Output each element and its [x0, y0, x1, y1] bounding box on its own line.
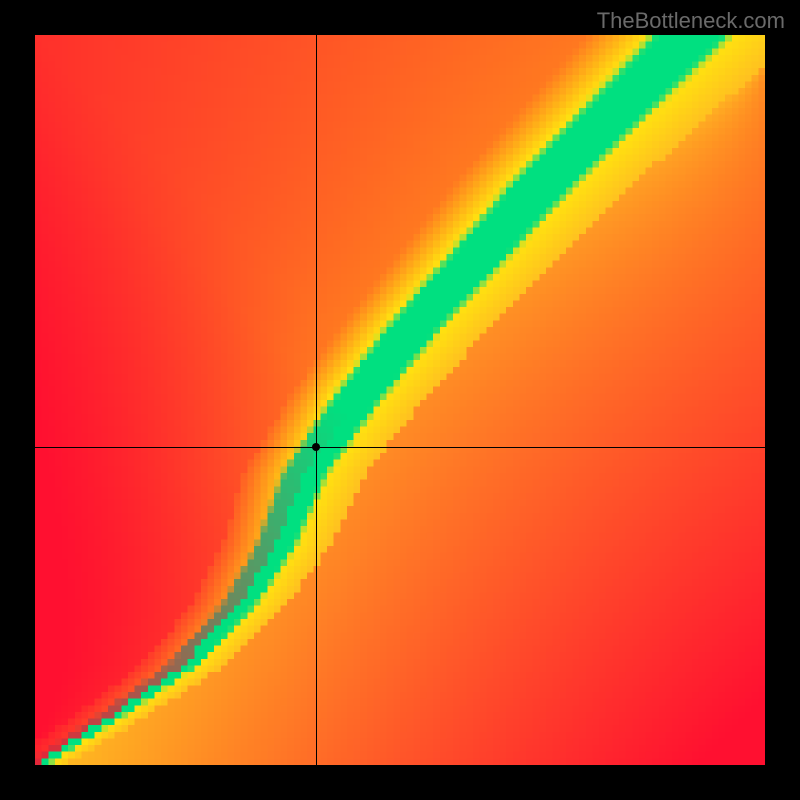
chart-outer-frame: [0, 0, 800, 800]
bottleneck-heatmap-canvas: [35, 35, 765, 765]
watermark-text: TheBottleneck.com: [597, 8, 785, 34]
